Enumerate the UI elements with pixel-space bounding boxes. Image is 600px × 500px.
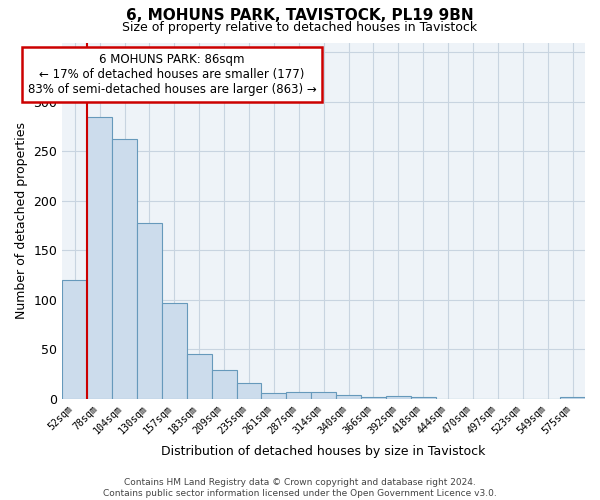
Text: 6, MOHUNS PARK, TAVISTOCK, PL19 9BN: 6, MOHUNS PARK, TAVISTOCK, PL19 9BN [126, 8, 474, 22]
Bar [212, 370, 236, 399]
Text: 6 MOHUNS PARK: 86sqm
← 17% of detached houses are smaller (177)
83% of semi-deta: 6 MOHUNS PARK: 86sqm ← 17% of detached h… [28, 53, 316, 96]
Text: Contains HM Land Registry data © Crown copyright and database right 2024.
Contai: Contains HM Land Registry data © Crown c… [103, 478, 497, 498]
Y-axis label: Number of detached properties: Number of detached properties [15, 122, 28, 319]
Bar [336, 395, 361, 399]
Bar [386, 396, 411, 399]
Bar [162, 303, 187, 399]
Text: Size of property relative to detached houses in Tavistock: Size of property relative to detached ho… [122, 21, 478, 34]
X-axis label: Distribution of detached houses by size in Tavistock: Distribution of detached houses by size … [161, 444, 486, 458]
Bar [112, 140, 137, 399]
Bar [262, 393, 286, 399]
Bar [286, 392, 311, 399]
Bar [311, 392, 336, 399]
Bar [137, 222, 162, 399]
Bar [560, 397, 585, 399]
Bar [236, 383, 262, 399]
Bar [411, 397, 436, 399]
Bar [62, 280, 87, 399]
Bar [187, 354, 212, 399]
Bar [87, 116, 112, 399]
Bar [361, 397, 386, 399]
